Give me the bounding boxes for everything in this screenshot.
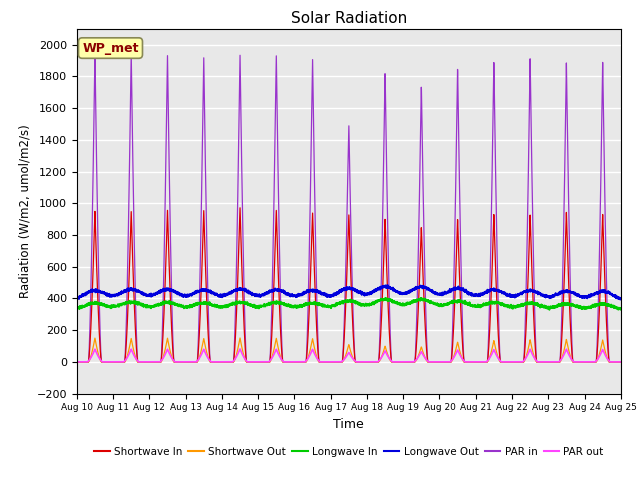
Longwave Out (384, 282, 392, 288)
Longwave In (471, 303, 479, 309)
PAR in (617, 359, 625, 365)
Longwave Out (502, 292, 509, 298)
PAR in (91, 50, 99, 56)
Longwave In (545, 307, 553, 312)
Line: Longwave In: Longwave In (77, 298, 621, 310)
Shortwave Out (329, 359, 337, 365)
Text: WP_met: WP_met (82, 42, 139, 55)
Shortwave Out (502, 359, 509, 365)
PAR out (236, 346, 244, 352)
Shortwave Out (171, 359, 179, 365)
Line: Shortwave Out: Shortwave Out (77, 338, 621, 362)
Longwave In (171, 301, 179, 307)
PAR in (73, 359, 81, 365)
Shortwave Out (73, 359, 81, 365)
Shortwave In (329, 359, 337, 365)
Shortwave In (471, 359, 479, 365)
Longwave In (502, 302, 509, 308)
Line: Longwave Out: Longwave Out (77, 285, 621, 300)
Shortwave In (441, 359, 449, 365)
Shortwave Out (617, 359, 625, 365)
Line: PAR out: PAR out (77, 349, 621, 362)
Shortwave In (236, 205, 244, 211)
PAR in (171, 359, 179, 365)
Longwave In (617, 306, 625, 312)
PAR in (502, 359, 509, 365)
Legend: Shortwave In, Shortwave Out, Longwave In, Longwave Out, PAR in, PAR out: Shortwave In, Shortwave Out, Longwave In… (90, 443, 608, 461)
Longwave In (73, 304, 81, 310)
Shortwave In (617, 359, 625, 365)
Longwave Out (616, 297, 624, 302)
X-axis label: Time: Time (333, 418, 364, 431)
Longwave In (441, 301, 449, 307)
PAR in (471, 359, 479, 365)
Longwave Out (471, 291, 479, 297)
PAR out (616, 359, 624, 365)
PAR out (329, 359, 337, 365)
Longwave Out (73, 295, 81, 300)
PAR out (502, 359, 509, 365)
Shortwave In (502, 359, 509, 365)
Longwave Out (441, 290, 449, 296)
Title: Solar Radiation: Solar Radiation (291, 11, 407, 26)
Shortwave In (73, 359, 81, 365)
PAR out (171, 359, 179, 364)
Shortwave Out (471, 359, 479, 365)
PAR in (616, 359, 624, 365)
Line: PAR in: PAR in (77, 53, 621, 362)
PAR in (329, 359, 337, 365)
Longwave Out (328, 292, 336, 298)
Line: Shortwave In: Shortwave In (77, 208, 621, 362)
Longwave In (616, 306, 624, 312)
Y-axis label: Radiation (W/m2, umol/m2/s): Radiation (W/m2, umol/m2/s) (18, 124, 31, 298)
Shortwave Out (616, 359, 624, 365)
PAR out (471, 359, 479, 365)
PAR out (73, 359, 81, 365)
Shortwave In (171, 359, 179, 365)
Longwave Out (616, 295, 624, 300)
Shortwave Out (236, 335, 244, 341)
Longwave Out (617, 296, 625, 301)
Shortwave In (616, 359, 624, 365)
Longwave In (417, 295, 424, 301)
Shortwave Out (441, 359, 449, 365)
PAR out (617, 359, 625, 365)
Longwave Out (171, 289, 179, 295)
PAR in (441, 359, 449, 365)
PAR out (441, 359, 449, 365)
Longwave In (328, 303, 336, 309)
